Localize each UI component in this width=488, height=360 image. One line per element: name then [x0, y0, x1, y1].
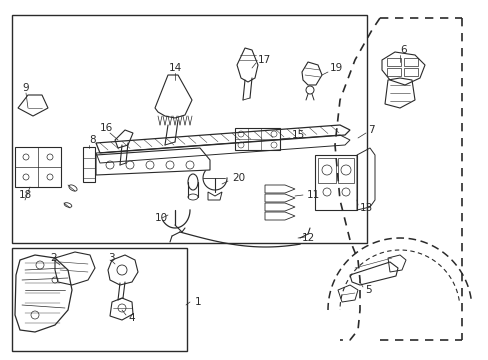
Bar — [15, 147, 61, 187]
Bar — [12, 248, 186, 351]
Text: 11: 11 — [306, 190, 320, 200]
Text: 5: 5 — [364, 285, 371, 295]
Text: 12: 12 — [302, 233, 315, 243]
Text: 16: 16 — [99, 123, 112, 133]
Bar — [403, 58, 417, 66]
Bar — [83, 147, 95, 182]
Text: 17: 17 — [258, 55, 271, 65]
Text: 7: 7 — [367, 125, 374, 135]
Bar — [314, 155, 356, 210]
Bar — [337, 158, 353, 183]
Bar — [403, 68, 417, 76]
Text: 1: 1 — [195, 297, 201, 307]
Bar — [235, 128, 280, 150]
Text: 10: 10 — [155, 213, 168, 223]
Text: 8: 8 — [89, 135, 96, 145]
Bar — [12, 15, 366, 243]
Bar — [386, 58, 400, 66]
Text: 9: 9 — [22, 83, 29, 93]
Text: 4: 4 — [128, 313, 134, 323]
Text: 6: 6 — [399, 45, 406, 55]
Text: 15: 15 — [291, 130, 305, 140]
Text: 14: 14 — [168, 63, 181, 73]
Text: 3: 3 — [108, 253, 114, 263]
Bar — [386, 68, 400, 76]
Bar — [317, 158, 335, 183]
Text: 2: 2 — [50, 253, 57, 263]
Text: 13: 13 — [359, 203, 372, 213]
Text: 18: 18 — [19, 190, 32, 200]
Text: 20: 20 — [231, 173, 244, 183]
Text: 19: 19 — [329, 63, 343, 73]
